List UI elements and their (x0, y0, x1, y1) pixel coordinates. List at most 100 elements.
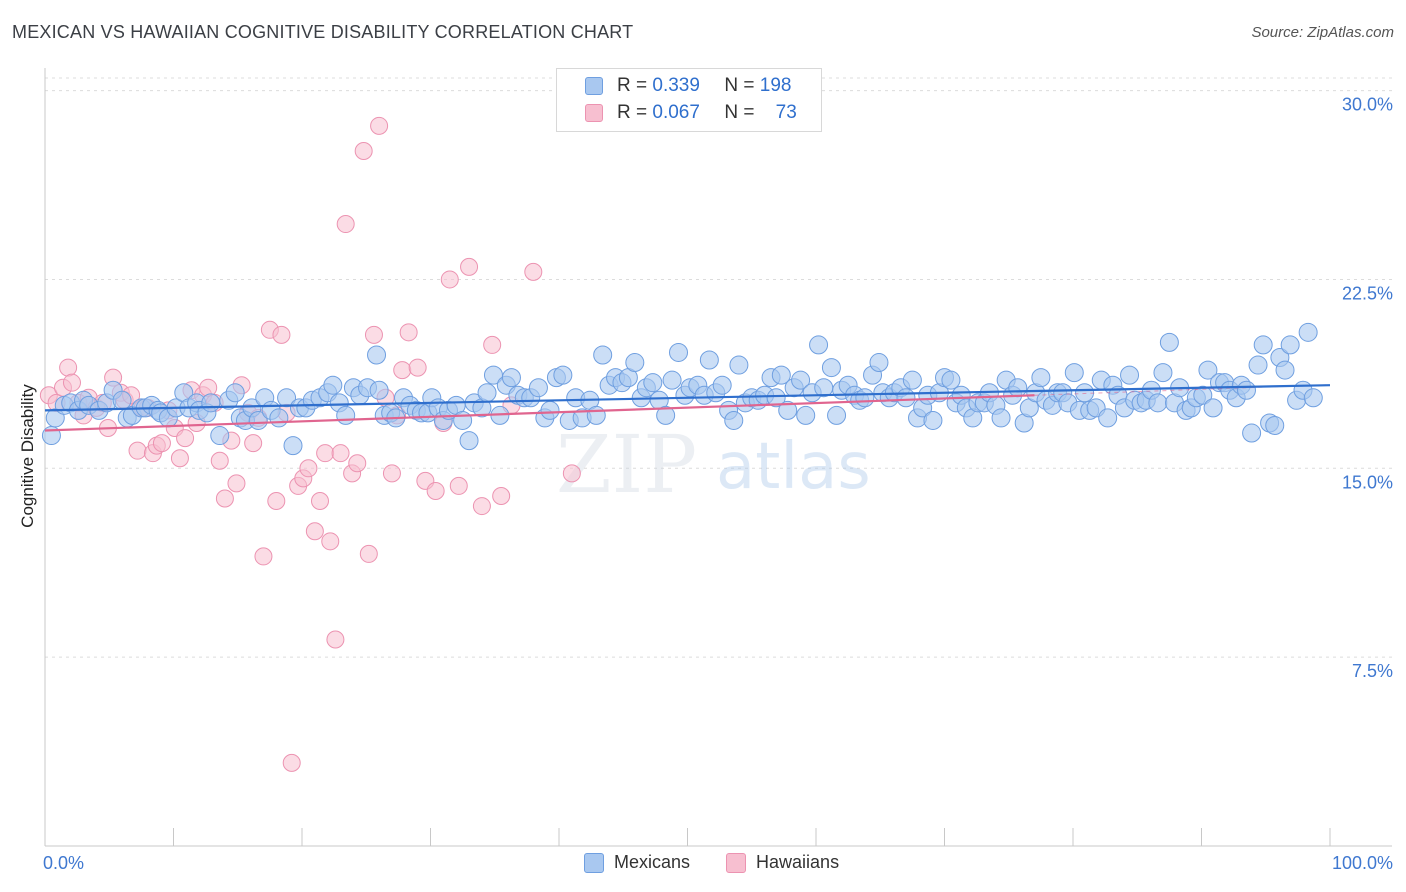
hawaiians-point (305, 522, 324, 541)
legend-n-label: N = (724, 102, 755, 123)
legend-r-label: R = (617, 102, 648, 123)
hawaiians-point (382, 464, 401, 483)
mexicans-point (540, 400, 560, 420)
mexicans-point (771, 365, 791, 385)
legend-label-mexicans: Mexicans (614, 852, 691, 872)
hawaiians-point (310, 492, 329, 511)
legend-n-label: N = (724, 75, 755, 96)
mexicans-point (369, 380, 389, 400)
x-tick-label-min: 0.0% (43, 853, 84, 873)
mexicans-point (269, 408, 289, 428)
hawaiians-point (227, 474, 246, 493)
chart-title: MEXICAN VS HAWAIIAN COGNITIVE DISABILITY… (12, 22, 634, 42)
legend-item-mexicans[interactable]: Mexicans (584, 852, 690, 873)
mexicans-point (283, 436, 303, 456)
hawaiians-swatch (585, 104, 603, 122)
mexicans-point (225, 383, 245, 403)
hawaiians-point (354, 142, 373, 161)
hawaiians-point (440, 270, 459, 289)
hawaiians-point (348, 454, 367, 473)
hawaiians-point (336, 215, 355, 234)
legend-r-label: R = (617, 75, 648, 96)
mexicans-point (902, 370, 922, 390)
mexicans-point (941, 370, 961, 390)
mexicans-point (821, 358, 841, 378)
hawaiians-point (215, 489, 234, 508)
hawaiians-point (199, 378, 218, 397)
hawaiians-trend-line (44, 394, 1035, 432)
legend-row-hawaiians: R = 0.067 N = 73 (585, 101, 797, 125)
hawaiians-point (326, 630, 345, 649)
mexicans-point (1248, 355, 1268, 375)
hawaiians-point (210, 451, 229, 470)
mexicans-point (1198, 360, 1218, 380)
hawaiians-point (483, 335, 502, 354)
trend-lines (44, 384, 1331, 432)
hawaiians-point (472, 497, 491, 516)
mexicans-point (729, 355, 749, 375)
hawaiians-point (408, 358, 427, 377)
hawaiians-point (370, 116, 389, 135)
mexicans-point (1298, 322, 1318, 342)
series-legend: Mexicans Hawaiians (584, 852, 875, 873)
mexicans-point (656, 405, 676, 425)
mexicans-point (669, 342, 689, 362)
mexicans-point (699, 350, 719, 370)
mexicans-point (643, 373, 663, 393)
mexicans-point (724, 410, 744, 430)
x-tick-label-max: 100.0% (1332, 853, 1393, 873)
mexicans-trend-line (44, 384, 1331, 412)
mexicans-point (210, 426, 230, 446)
hawaiians-point (59, 358, 78, 377)
legend-r-value-mexicans: 0.339 (652, 75, 700, 96)
legend-row-mexicans: R = 0.339 N = 198 (585, 74, 791, 98)
legend-label-hawaiians: Hawaiians (756, 852, 840, 872)
hawaiians-point (282, 753, 301, 772)
mexicans-point (1193, 385, 1213, 405)
hawaiians-point (460, 257, 479, 276)
mexicans-point (1303, 388, 1323, 408)
y-axis-label: Cognitive Disability (18, 384, 37, 528)
hawaiians-point (176, 429, 195, 448)
mexicans-legend-swatch (584, 852, 604, 873)
mexicans-point (367, 345, 387, 365)
mexicans-point (248, 410, 268, 430)
watermark-zip: ZIP (556, 418, 697, 511)
hawaiians-points (39, 116, 581, 772)
legend-item-hawaiians[interactable]: Hawaiians (726, 852, 839, 873)
mexicans-point (277, 388, 297, 408)
mexicans-point (1236, 380, 1256, 400)
hawaiians-point (62, 373, 81, 392)
mexicans-point (1008, 378, 1028, 398)
mexicans-point (809, 335, 829, 355)
hawaiians-point (254, 547, 273, 566)
mexicans-point (1153, 363, 1173, 383)
tick-labels: 7.5% 15.0% 22.5% 30.0% 0.0% 100.0% (43, 95, 1393, 873)
mexicans-point (1031, 368, 1051, 388)
hawaiians-point (364, 325, 383, 344)
mexicans-point (991, 408, 1011, 428)
mexicans-point (323, 375, 343, 395)
mexicans-point (501, 368, 521, 388)
mexicans-point (791, 370, 811, 390)
mexicans-point (827, 405, 847, 425)
source-label: Source: ZipAtlas.com (1251, 24, 1394, 41)
hawaiians-point (399, 323, 418, 342)
mexicans-point (459, 431, 479, 451)
mexicans-point (1265, 415, 1285, 435)
hawaiians-point (267, 492, 286, 511)
mexicans-point (869, 353, 889, 373)
mexicans-point (593, 345, 613, 365)
mexicans-swatch (585, 77, 603, 95)
hawaiians-legend-swatch (726, 852, 747, 873)
y-tick-label: 7.5% (1352, 661, 1393, 681)
hawaiians-point (524, 262, 543, 281)
watermark-atlas: atlas (716, 430, 871, 504)
hawaiians-point (331, 444, 350, 463)
gridlines (45, 77, 1392, 658)
hawaiians-point (299, 459, 318, 478)
legend-n-value-hawaiians: 73 (775, 102, 797, 123)
mexicans-point (1148, 393, 1168, 413)
hawaiians-point (426, 481, 445, 500)
